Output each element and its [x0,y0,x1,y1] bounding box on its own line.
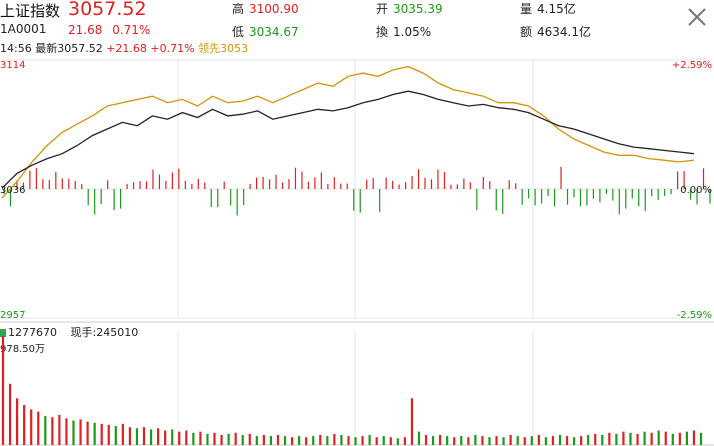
stat-high-value: 3100.90 [249,2,299,16]
stat-turnover-value: 1.05% [393,25,432,39]
change-value: 21.68 [68,23,103,37]
volume-hand-value: 245010 [96,326,139,339]
deviation-bars [3,166,711,216]
info-latest-value: 3057.52 [57,42,103,55]
y-right-tick: -2.59% [677,310,712,321]
index-code: 1A0001 [0,22,47,36]
info-change-pct: +0.71% [150,42,195,55]
stat-turnover-label: 換 [376,25,389,39]
y-right-tick: +2.59% [672,60,712,71]
info-change: +21.68 [106,42,147,55]
stat-low-label: 低 [232,25,245,39]
volume-bars [1,336,703,445]
intraday-chart[interactable]: 3114 3036 2957 +2.59% 0.00% -2.59% [0,56,714,446]
stat-turnover: 換 1.05% [376,23,431,40]
stat-open-label: 开 [376,2,389,16]
index-name: 上证指数 [0,2,61,20]
stat-low-value: 3034.67 [249,25,299,39]
y-right-tick: 0.00% [680,185,712,196]
price-line [1,90,695,189]
info-time: 14:56 [0,42,32,55]
info-lead-value: 3053 [220,42,249,55]
stat-amount-label: 额 [520,25,533,39]
info-line: 14:56 最新3057.52 +21.68 +0.71% 领先3053 [0,40,248,56]
stat-volume-label: 量 [520,2,533,16]
index-price: 3057.52 [68,0,147,20]
stat-high: 高 3100.90 [232,0,299,17]
lead-line [1,65,695,199]
stat-low: 低 3034.67 [232,23,299,40]
stat-open-value: 3035.39 [393,2,443,16]
stat-open: 开 3035.39 [376,0,443,17]
close-button[interactable] [686,6,708,28]
y-left-tick: 3114 [0,60,25,71]
y-left-tick: 3036 [0,185,25,196]
stat-volume-value: 4.15亿 [537,2,576,16]
volume-hand-label: 现手: [70,326,97,339]
stat-high-label: 高 [232,2,245,16]
stat-amount-value: 4634.1亿 [537,25,592,39]
volume-header: 1277670 现手:245010 [0,324,138,340]
change-percent: 0.71% [112,23,151,37]
index-change: 21.68 0.71% [68,23,150,37]
info-lead-label: 领先 [198,42,221,55]
y-left-tick: 2957 [0,310,25,321]
volume-legend-swatch [0,329,6,337]
close-icon [688,8,706,26]
stat-amount: 额 4634.1亿 [520,23,591,40]
volume-max-label: 978.50万 [0,344,45,355]
volume-bar-value: 1277670 [8,326,57,339]
info-latest-label: 最新 [35,42,58,55]
stat-volume: 量 4.15亿 [520,0,576,17]
